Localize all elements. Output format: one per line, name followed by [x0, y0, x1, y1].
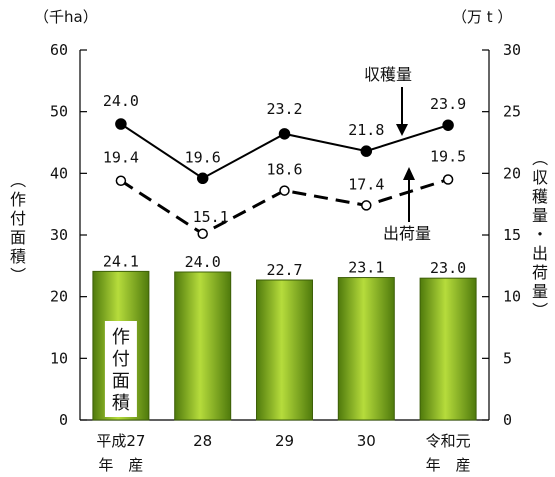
left-tick-label: 0 [59, 411, 68, 429]
category-label: 28 [193, 432, 212, 450]
left-axis-label-char: 面 [10, 228, 26, 247]
bar-inner-label-char: 作 [112, 327, 130, 348]
right-tick-label: 20 [503, 164, 521, 182]
series-value-label: 19.6 [185, 148, 221, 166]
left-axis-unit: （千ha） [34, 8, 98, 26]
series-value-label: 23.9 [430, 95, 466, 113]
right-axis-label-char: 出 [532, 244, 548, 263]
series-point [197, 228, 208, 240]
left-axis-label-char: （ [8, 172, 27, 188]
series-value-label: 18.6 [266, 161, 302, 179]
right-axis-label-char: 量 [532, 282, 548, 301]
series-value-label: 23.2 [266, 100, 302, 118]
category-label: 令和元 [426, 432, 471, 450]
category-label-sub: 年 産 [426, 456, 471, 474]
series-value-label: 19.5 [430, 148, 466, 166]
legend-harvest-label: 収穫量 [364, 65, 412, 84]
series-lines: 24.0 19.6 23.2 21.8 23.9 19.4 15.1 18.6 17.4 19.5 [103, 92, 466, 240]
right-tick-label: 30 [503, 41, 521, 59]
bar-inner-label-char: 面 [112, 371, 130, 392]
series-point [115, 175, 127, 186]
bar-value-label: 24.0 [185, 253, 221, 271]
left-tick-label: 30 [50, 226, 68, 244]
series-point [115, 118, 127, 130]
series-value-label: 24.0 [103, 92, 139, 110]
right-axis-label-char: 穫 [532, 187, 548, 206]
right-tick-label: 0 [503, 411, 512, 429]
series-point [279, 185, 290, 196]
series-point [278, 128, 291, 140]
right-tick-label: 25 [503, 103, 521, 121]
series-value-label: 15.1 [193, 208, 229, 226]
left-tick-label: 20 [50, 288, 68, 306]
series-point [361, 200, 372, 211]
left-tick-label: 60 [50, 41, 68, 59]
bar [337, 277, 395, 421]
series-value-label: 19.4 [103, 149, 139, 167]
bar [174, 271, 232, 421]
right-axis-label-char: （ [530, 150, 549, 166]
right-axis-label-char: ） [530, 302, 549, 318]
right-tick-label: 5 [503, 349, 512, 367]
bar-inner-label-char: 付 [112, 349, 130, 370]
bar-value-label: 23.0 [430, 259, 466, 277]
left-tick-label: 40 [50, 164, 68, 182]
category-label: 29 [275, 432, 294, 450]
left-axis-label-char: 積 [10, 247, 26, 266]
bar-value-label: 23.1 [348, 259, 384, 277]
right-axis-label-char: 荷 [532, 263, 548, 282]
bar-value-label: 24.1 [103, 252, 139, 270]
left-axis-label-char: 作 [10, 190, 26, 209]
right-axis-unit: （万 t ） [452, 8, 512, 26]
bar-inner-label-char: 積 [112, 393, 130, 414]
right-tick-label: 15 [503, 226, 521, 244]
bar-value-label: 22.7 [266, 261, 302, 279]
series-point [442, 119, 454, 131]
series-value-label: 17.4 [348, 175, 384, 193]
right-axis-label-char: ・ [532, 225, 548, 244]
series-value-label: 21.8 [348, 121, 384, 139]
series-point [196, 172, 209, 185]
bar [256, 279, 313, 421]
left-axis-ticks: 0 10 20 30 40 50 60 [50, 41, 87, 429]
bar [419, 277, 477, 421]
category-label: 30 [357, 432, 376, 450]
left-axis-label-char: 付 [10, 209, 26, 228]
legend-shipment-label: 出荷量 [383, 224, 431, 243]
harvest-pointer-arrow [396, 124, 408, 136]
right-axis-label: （収穫量・出荷量） [530, 150, 549, 318]
right-tick-label: 10 [503, 288, 521, 306]
left-tick-label: 10 [50, 349, 68, 367]
shipment-pointer-arrow [403, 167, 415, 180]
left-axis-label-char: ） [8, 267, 27, 283]
bar-inner-label-box [104, 321, 137, 417]
left-tick-label: 50 [50, 103, 68, 121]
category-label-sub: 年 産 [98, 456, 143, 474]
series-point [442, 174, 454, 185]
right-axis-ticks: 0 5 10 15 20 25 30 [482, 41, 521, 429]
series-point [360, 145, 373, 157]
right-axis-label-char: 収 [532, 168, 548, 187]
category-label: 平成27 [96, 432, 145, 450]
right-axis-label-char: 量 [532, 206, 548, 225]
